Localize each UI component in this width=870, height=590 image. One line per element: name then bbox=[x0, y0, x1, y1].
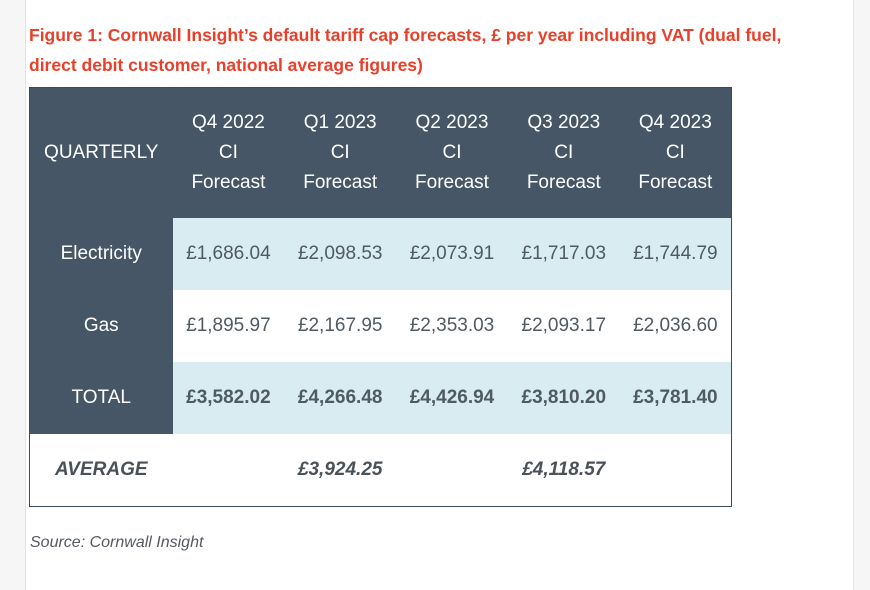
column-header-type: Forecast bbox=[303, 172, 378, 193]
table-cell: £1,717.03 bbox=[507, 218, 620, 290]
column-header-source: CI bbox=[218, 142, 238, 163]
table-cell bbox=[396, 434, 508, 507]
column-header: Q3 2023 CI Forecast bbox=[507, 87, 620, 218]
table-cell: £3,924.25 bbox=[284, 434, 397, 507]
column-header-quarter: Q4 2022 bbox=[191, 112, 265, 133]
table-header-row: QUARTERLY Q4 2022 CI Forecast Q1 2023 CI… bbox=[29, 87, 732, 218]
column-header-type: Forecast bbox=[526, 172, 601, 193]
table-cell: £2,167.95 bbox=[284, 290, 397, 362]
table-cell: £3,810.20 bbox=[507, 362, 620, 434]
table-cell: £3,781.40 bbox=[619, 362, 732, 434]
column-header: Q4 2022 CI Forecast bbox=[172, 87, 285, 218]
table-cell: £2,353.03 bbox=[396, 290, 508, 362]
column-header-quarter: Q3 2023 bbox=[527, 112, 601, 133]
table-cell: £2,093.17 bbox=[507, 290, 620, 362]
column-header-quarter: Q2 2023 bbox=[415, 112, 489, 133]
row-label: TOTAL bbox=[29, 362, 173, 434]
table-row-total: TOTAL £3,582.02 £4,266.48 £4,426.94 £3,8… bbox=[29, 362, 732, 434]
row-label: Gas bbox=[29, 290, 173, 362]
column-header-source: CI bbox=[665, 142, 685, 163]
table-cell: £3,582.02 bbox=[172, 362, 285, 434]
column-header-type: Forecast bbox=[638, 172, 713, 193]
table-cell: £4,426.94 bbox=[396, 362, 508, 434]
column-header-quarter: Q1 2023 bbox=[303, 112, 377, 133]
source-note: Source: Cornwall Insight bbox=[30, 534, 204, 551]
table-cell: £1,686.04 bbox=[172, 218, 285, 290]
column-header: Q4 2023 CI Forecast bbox=[619, 87, 732, 218]
table-row-average: AVERAGE £3,924.25 £4,118.57 bbox=[29, 434, 732, 507]
row-label: AVERAGE bbox=[29, 434, 173, 507]
column-header-type: Forecast bbox=[415, 172, 489, 193]
table-cell bbox=[619, 434, 732, 507]
column-header-quarter: Q4 2023 bbox=[638, 112, 712, 133]
table-cell bbox=[172, 434, 285, 507]
forecast-table: QUARTERLY Q4 2022 CI Forecast Q1 2023 CI… bbox=[29, 87, 732, 507]
corner-header: QUARTERLY bbox=[29, 87, 173, 218]
row-label: Electricity bbox=[29, 218, 173, 290]
table-row-gas: Gas £1,895.97 £2,167.95 £2,353.03 £2,093… bbox=[29, 290, 732, 362]
column-header: Q2 2023 CI Forecast bbox=[396, 87, 508, 218]
table-row-electricity: Electricity £1,686.04 £2,098.53 £2,073.9… bbox=[29, 218, 732, 290]
column-header-source: CI bbox=[442, 142, 462, 163]
table-cell: £4,118.57 bbox=[507, 434, 620, 507]
figure-caption: Figure 1: Cornwall Insight’s default tar… bbox=[29, 25, 782, 75]
column-header-source: CI bbox=[554, 142, 574, 163]
table-cell: £2,098.53 bbox=[284, 218, 397, 290]
table-cell: £1,744.79 bbox=[619, 218, 732, 290]
table-cell: £4,266.48 bbox=[284, 362, 397, 434]
column-header-type: Forecast bbox=[191, 172, 266, 193]
table-cell: £2,073.91 bbox=[396, 218, 508, 290]
column-header-source: CI bbox=[330, 142, 350, 163]
table-cell: £2,036.60 bbox=[619, 290, 732, 362]
column-header: Q1 2023 CI Forecast bbox=[284, 87, 397, 218]
table-cell: £1,895.97 bbox=[172, 290, 285, 362]
